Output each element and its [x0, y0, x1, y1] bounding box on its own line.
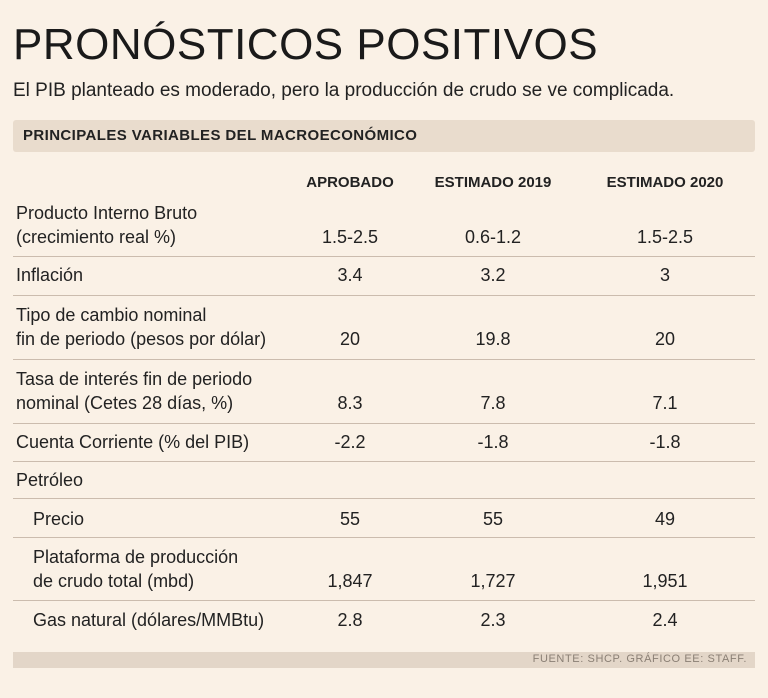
row-label-tasa-interes-line2: nominal (Cetes 28 días, %)	[16, 393, 234, 413]
cell-pib-aprobado: 1.5-2.5	[321, 227, 379, 247]
source-note: FUENTE: SHCP. GRÁFICO EE: STAFF.	[532, 653, 747, 665]
row-label-tipo-cambio-line2: fin de periodo (pesos por dólar)	[16, 329, 267, 349]
page-title: PRONÓSTICOS POSITIVOS	[13, 20, 599, 69]
page-subtitle: El PIB planteado es moderado, pero la pr…	[13, 80, 675, 101]
row-label-tasa-interes-line1: Tasa de interés fin de periodo	[16, 369, 253, 389]
column-header-estimado-2019: ESTIMADO 2019	[434, 174, 552, 191]
row-label-petroleo: Petróleo	[16, 470, 84, 490]
row-divider	[13, 461, 755, 462]
cell-precio-2019: 55	[482, 509, 504, 529]
row-divider	[13, 423, 755, 424]
cell-tipo-cambio-2019: 19.8	[475, 329, 511, 349]
cell-plataforma-2019: 1,727	[470, 571, 516, 591]
cell-gas-natural-aprobado: 2.8	[337, 610, 363, 630]
row-label-inflacion: Inflación	[16, 265, 84, 285]
column-header-estimado-2020: ESTIMADO 2020	[606, 174, 724, 191]
cell-inflacion-2020: 3	[659, 265, 670, 285]
row-divider	[13, 359, 755, 360]
cell-plataforma-aprobado: 1,847	[327, 571, 373, 591]
row-label-gas-natural: Gas natural (dólares/MMBtu)	[33, 610, 265, 630]
footer-bar: FUENTE: SHCP. GRÁFICO EE: STAFF.	[13, 652, 755, 668]
section-header-bar: PRINCIPALES VARIABLES DEL MACROECONÓMICO	[13, 120, 755, 152]
row-divider	[13, 295, 755, 296]
cell-inflacion-aprobado: 3.4	[337, 265, 363, 285]
cell-pib-2019: 0.6-1.2	[464, 227, 522, 247]
cell-cuenta-corriente-2020: -1.8	[649, 432, 681, 452]
row-divider	[13, 600, 755, 601]
row-label-plataforma-line1: Plataforma de producción	[33, 547, 239, 567]
row-label-pib-line1: Producto Interno Bruto	[16, 203, 198, 223]
cell-tasa-interes-2019: 7.8	[480, 393, 506, 413]
column-header-aprobado: APROBADO	[306, 174, 394, 191]
cell-precio-aprobado: 55	[339, 509, 361, 529]
cell-pib-2020: 1.5-2.5	[636, 227, 694, 247]
row-label-precio: Precio	[33, 509, 85, 529]
cell-gas-natural-2019: 2.3	[480, 610, 506, 630]
cell-tipo-cambio-2020: 20	[654, 329, 676, 349]
row-label-plataforma-line2: de crudo total (mbd)	[33, 571, 195, 591]
section-title: PRINCIPALES VARIABLES DEL MACROECONÓMICO	[23, 127, 418, 144]
row-divider	[13, 537, 755, 538]
row-label-pib-line2: (crecimiento real %)	[16, 227, 177, 247]
cell-inflacion-2019: 3.2	[480, 265, 506, 285]
cell-tasa-interes-2020: 7.1	[652, 393, 678, 413]
row-divider	[13, 256, 755, 257]
row-label-cuenta-corriente: Cuenta Corriente (% del PIB)	[16, 432, 250, 452]
cell-cuenta-corriente-2019: -1.8	[477, 432, 509, 452]
cell-precio-2020: 49	[654, 509, 676, 529]
cell-tasa-interes-aprobado: 8.3	[337, 393, 363, 413]
row-divider	[13, 498, 755, 499]
cell-tipo-cambio-aprobado: 20	[339, 329, 361, 349]
cell-gas-natural-2020: 2.4	[652, 610, 678, 630]
cell-plataforma-2020: 1,951	[642, 571, 688, 591]
cell-cuenta-corriente-aprobado: -2.2	[334, 432, 366, 452]
row-label-tipo-cambio-line1: Tipo de cambio nominal	[16, 305, 207, 325]
